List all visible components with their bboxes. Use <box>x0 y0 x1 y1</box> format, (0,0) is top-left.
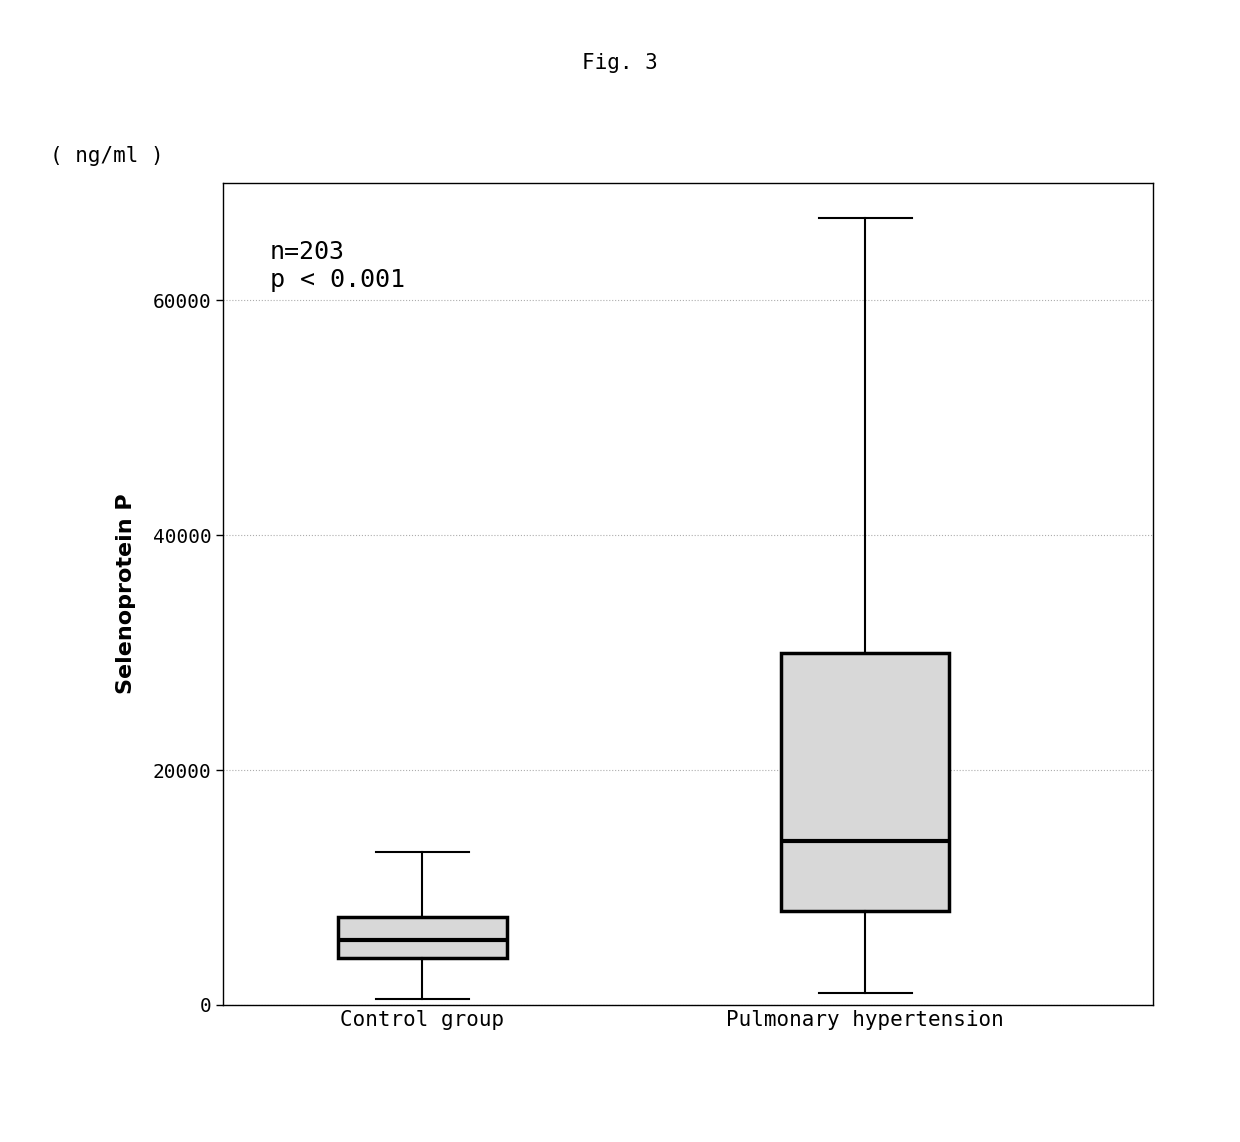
Bar <box>339 917 507 958</box>
Y-axis label: Selenoprotein P: Selenoprotein P <box>117 493 136 694</box>
Text: Fig. 3: Fig. 3 <box>582 53 658 73</box>
Bar <box>781 652 950 911</box>
Text: n=203
p < 0.001: n=203 p < 0.001 <box>270 240 404 292</box>
Text: ( ng/ml ): ( ng/ml ) <box>50 145 164 166</box>
